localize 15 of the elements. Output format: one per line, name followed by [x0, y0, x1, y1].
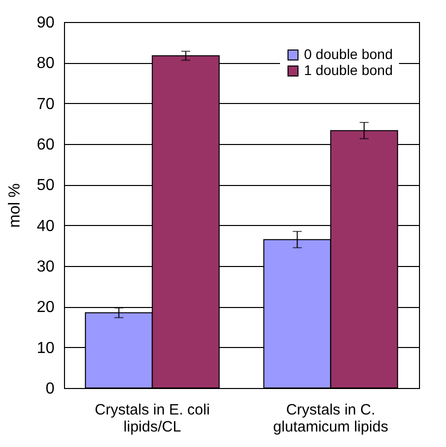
- y-tick-label: 10: [36, 340, 55, 357]
- y-tick-label: 80: [36, 55, 55, 72]
- y-tick-label: 70: [36, 96, 55, 113]
- y-tick-label: 30: [36, 258, 55, 276]
- y-tick-label: 0: [46, 380, 55, 398]
- y-tick-label: 40: [36, 218, 55, 235]
- x-tick-label: Crystals in C. glutamicum lipids: [273, 402, 388, 436]
- y-axis-title: mol %: [6, 183, 24, 228]
- legend-label: 0 double bond: [304, 46, 393, 62]
- y-tick-label: 90: [36, 14, 55, 32]
- y-tick-label: 60: [36, 136, 55, 154]
- y-tick-label: 20: [36, 299, 55, 316]
- y-tick-label: 50: [36, 177, 55, 194]
- legend-label: 1 double bond: [304, 62, 393, 78]
- x-tick-label: Crystals in E. coli lipids/CL: [94, 402, 210, 436]
